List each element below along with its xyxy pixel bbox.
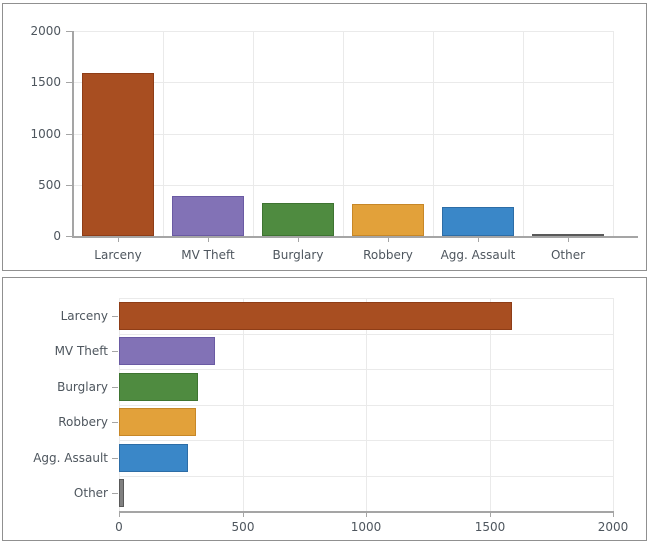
horizontal-bar-chart-panel: 0 500 1000 1500 2000 Larceny MV Theft Burglary R… bbox=[2, 277, 647, 541]
y-axis-tick bbox=[66, 185, 73, 186]
gridline-horizontal bbox=[119, 440, 613, 441]
y-axis-tick bbox=[112, 351, 118, 352]
y-axis-tick bbox=[66, 82, 73, 83]
y-axis-tick bbox=[112, 387, 118, 388]
gridline-horizontal bbox=[119, 476, 613, 477]
bar-agg-assault[interactable] bbox=[442, 207, 514, 236]
vertical-bar-chart-panel: 0 500 1000 1500 2000 Larceny MV Theft Burglary R… bbox=[2, 3, 647, 271]
gridline-vertical bbox=[343, 31, 344, 236]
category-label-mv-theft: MV Theft bbox=[54, 344, 108, 358]
x-tick-label-0: 0 bbox=[115, 520, 123, 534]
gridline-horizontal bbox=[119, 369, 613, 370]
gridline-vertical bbox=[243, 298, 244, 511]
x-axis-tick bbox=[478, 238, 479, 242]
gridline-vertical bbox=[253, 31, 254, 236]
y-axis-tick bbox=[112, 316, 118, 317]
category-label-other: Other bbox=[550, 248, 586, 262]
gridline-vertical bbox=[613, 31, 614, 236]
x-axis-line bbox=[119, 511, 614, 513]
category-label-agg-assault: Agg. Assault bbox=[440, 248, 516, 262]
gridline-vertical bbox=[366, 298, 367, 511]
bar-larceny[interactable] bbox=[119, 302, 512, 330]
bar-mv-theft[interactable] bbox=[119, 337, 215, 365]
category-label-larceny: Larceny bbox=[94, 248, 142, 262]
x-axis-tick bbox=[490, 511, 491, 517]
bar-other[interactable] bbox=[119, 479, 124, 507]
bar-larceny[interactable] bbox=[82, 73, 154, 236]
x-tick-label-2000: 2000 bbox=[597, 520, 629, 534]
y-tick-label-0: 0 bbox=[53, 229, 61, 243]
x-tick-label-1000: 1000 bbox=[350, 520, 382, 534]
bar-robbery[interactable] bbox=[119, 408, 196, 436]
y-tick-label-500: 500 bbox=[38, 178, 61, 192]
x-axis-line bbox=[72, 236, 638, 238]
bar-burglary[interactable] bbox=[119, 373, 198, 401]
category-label-other: Other bbox=[73, 486, 108, 500]
category-label-burglary: Burglary bbox=[272, 248, 324, 262]
gridline-vertical bbox=[613, 298, 614, 511]
y-axis-tick bbox=[66, 134, 73, 135]
gridline-horizontal bbox=[119, 298, 613, 299]
category-label-larceny: Larceny bbox=[60, 309, 108, 323]
y-axis-tick bbox=[112, 493, 118, 494]
x-tick-label-1500: 1500 bbox=[474, 520, 506, 534]
bar-agg-assault[interactable] bbox=[119, 444, 188, 472]
gridline-vertical bbox=[163, 31, 164, 236]
y-axis-tick bbox=[112, 458, 118, 459]
bar-robbery[interactable] bbox=[352, 204, 424, 236]
x-axis-tick bbox=[388, 238, 389, 242]
x-axis-tick bbox=[119, 511, 120, 517]
y-tick-label-2000: 2000 bbox=[30, 24, 61, 38]
y-axis-tick bbox=[66, 236, 73, 237]
y-axis-tick bbox=[66, 31, 73, 32]
x-axis-tick bbox=[118, 238, 119, 242]
x-tick-label-500: 500 bbox=[231, 520, 255, 534]
gridline-vertical bbox=[490, 298, 491, 511]
x-axis-tick bbox=[613, 511, 614, 517]
bar-burglary[interactable] bbox=[262, 203, 334, 236]
gridline-vertical bbox=[433, 31, 434, 236]
gridline-horizontal bbox=[119, 334, 613, 335]
y-axis-line bbox=[72, 31, 74, 237]
y-tick-label-1000: 1000 bbox=[30, 127, 61, 141]
gridline-vertical bbox=[119, 298, 120, 511]
category-label-agg-assault: Agg. Assault bbox=[33, 451, 108, 465]
x-axis-tick bbox=[243, 511, 244, 517]
y-axis-tick bbox=[112, 422, 118, 423]
bar-other[interactable] bbox=[532, 234, 604, 236]
gridline-horizontal bbox=[119, 405, 613, 406]
category-label-robbery: Robbery bbox=[58, 415, 108, 429]
x-axis-tick bbox=[568, 238, 569, 242]
x-axis-tick bbox=[366, 511, 367, 517]
category-label-burglary: Burglary bbox=[57, 380, 108, 394]
y-tick-label-1500: 1500 bbox=[30, 75, 61, 89]
x-axis-tick bbox=[298, 238, 299, 242]
gridline-vertical bbox=[523, 31, 524, 236]
category-label-mv-theft: MV Theft bbox=[181, 248, 235, 262]
x-axis-tick bbox=[208, 238, 209, 242]
category-label-robbery: Robbery bbox=[363, 248, 413, 262]
bar-mv-theft[interactable] bbox=[172, 196, 244, 236]
